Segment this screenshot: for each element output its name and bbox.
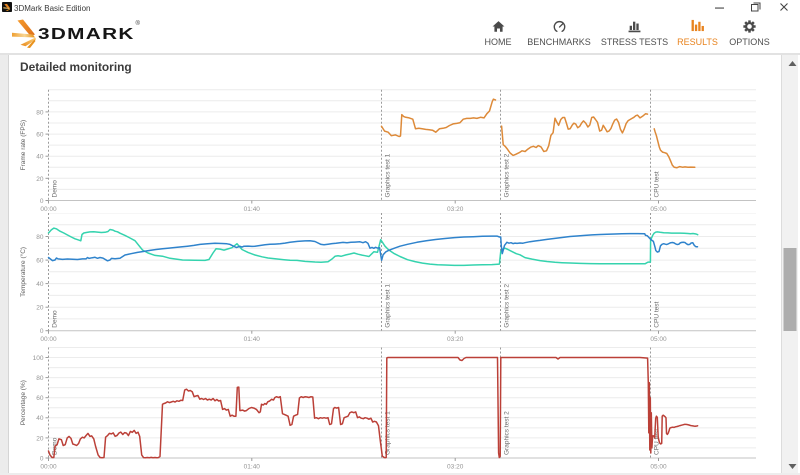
- svg-text:60: 60: [36, 395, 44, 402]
- svg-text:20: 20: [36, 305, 44, 312]
- svg-text:CPU test: CPU test: [654, 429, 661, 455]
- svg-text:60: 60: [36, 132, 44, 139]
- svg-text:Percentage (%): Percentage (%): [20, 380, 27, 425]
- svg-text:00:00: 00:00: [40, 206, 57, 213]
- svg-text:00:00: 00:00: [40, 464, 57, 471]
- svg-text:03:20: 03:20: [447, 336, 464, 343]
- svg-text:03:20: 03:20: [447, 464, 464, 471]
- svg-text:0: 0: [40, 455, 44, 462]
- svg-text:80: 80: [36, 234, 44, 241]
- svg-text:03:20: 03:20: [447, 206, 464, 213]
- svg-text:Graphics test 1: Graphics test 1: [385, 411, 392, 455]
- svg-text:80: 80: [36, 375, 44, 382]
- svg-text:05:00: 05:00: [650, 464, 667, 471]
- svg-text:Frame rate (FPS): Frame rate (FPS): [20, 120, 27, 171]
- svg-text:00:00: 00:00: [40, 336, 57, 343]
- svg-text:40: 40: [36, 154, 44, 161]
- svg-text:Graphics test 2: Graphics test 2: [504, 153, 511, 197]
- svg-text:Graphics test 1: Graphics test 1: [385, 284, 392, 328]
- svg-text:Demo: Demo: [52, 180, 59, 198]
- svg-text:20: 20: [36, 435, 44, 442]
- svg-text:20: 20: [36, 176, 44, 183]
- svg-text:0: 0: [40, 328, 44, 335]
- svg-text:Graphics test 2: Graphics test 2: [504, 284, 511, 328]
- svg-text:01:40: 01:40: [244, 464, 261, 471]
- svg-text:01:40: 01:40: [244, 206, 261, 213]
- svg-text:60: 60: [36, 258, 44, 265]
- svg-text:CPU test: CPU test: [654, 171, 661, 197]
- svg-text:100: 100: [33, 355, 44, 362]
- svg-text:01:40: 01:40: [244, 336, 261, 343]
- svg-text:Graphics test 1: Graphics test 1: [385, 153, 392, 197]
- svg-text:CPU test: CPU test: [654, 301, 661, 327]
- svg-text:40: 40: [36, 281, 44, 288]
- svg-text:Graphics test 2: Graphics test 2: [504, 411, 511, 455]
- svg-text:40: 40: [36, 415, 44, 422]
- svg-text:Demo: Demo: [52, 310, 59, 328]
- svg-text:05:00: 05:00: [650, 206, 667, 213]
- svg-text:05:00: 05:00: [650, 336, 667, 343]
- svg-text:0: 0: [40, 198, 44, 205]
- svg-text:Temperature (°C): Temperature (°C): [19, 247, 27, 297]
- svg-text:80: 80: [36, 109, 44, 116]
